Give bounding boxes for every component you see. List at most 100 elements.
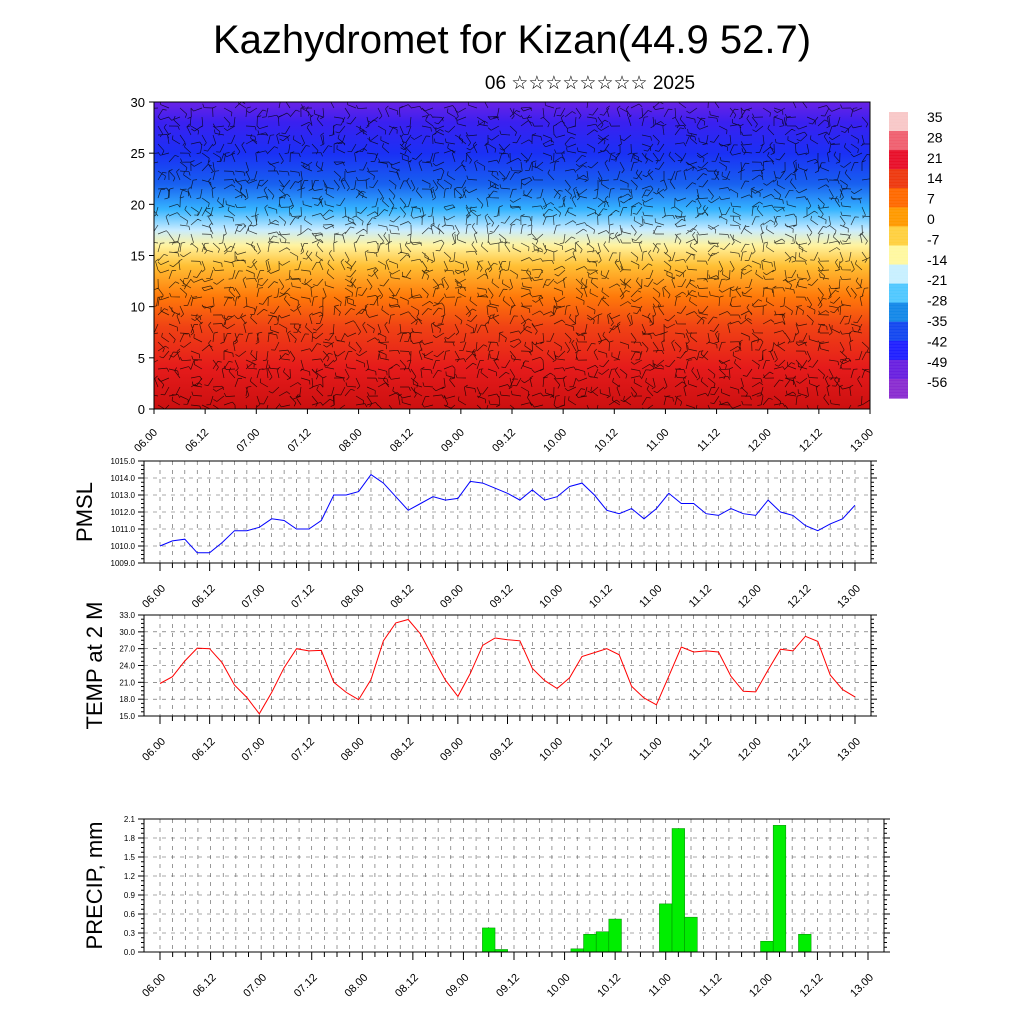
y-tick-label: 18.0 [119,695,135,704]
colorbar-label: -49 [927,354,947,370]
x-tick-label: 13.00 [835,583,863,611]
y-tick-label: 1015.0 [111,457,136,466]
x-tick-label: 10.12 [587,736,615,764]
y-tick-label: 1011.0 [111,525,135,534]
x-tick-label: 12.00 [736,583,764,611]
precip-bar [583,934,597,953]
x-tick-label: 13.00 [835,736,863,764]
precip-bar [659,903,673,953]
x-tick-label: 11.12 [687,736,714,763]
y-tick-label: 25 [131,146,145,161]
x-tick-label: 07.12 [292,972,320,1000]
precip-bar [760,940,774,953]
x-tick-label: 07.00 [234,427,262,455]
precip-bar [798,934,812,953]
y-tick-label: 0.3 [124,929,136,938]
x-tick-label: 12.12 [786,736,814,764]
x-tick-label: 09.12 [490,427,518,455]
colorbar-label: 14 [927,170,943,186]
x-tick-label: 08.00 [337,427,365,455]
cross-section-field [154,102,870,409]
x-tick-label: 11.00 [637,736,664,763]
x-tick-label: 11.12 [695,427,722,454]
y-tick-label: 21.0 [119,678,135,687]
x-tick-label: 11.00 [644,427,671,454]
colorbar-swatch [889,150,908,170]
pmsl-line [159,473,856,554]
y-tick-label: 30.0 [119,628,135,637]
y-tick-label: 10 [131,300,145,315]
y-tick-label: 0.0 [124,948,136,957]
x-tick-label: 06.12 [191,972,219,1000]
y-tick-label: 27.0 [119,645,135,654]
y-tick-label: 15 [131,249,145,264]
x-tick-label: 09.00 [438,583,466,611]
x-tick-label: 11.12 [697,972,724,999]
x-tick-label: 09.12 [488,736,516,764]
x-tick-label: 08.12 [388,736,416,764]
x-tick-label: 12.12 [786,583,814,611]
x-tick-label: 08.12 [393,972,421,1000]
colorbar-swatch [889,112,908,132]
colorbar-label: 0 [927,211,935,227]
colorbar-swatch [889,226,908,247]
colorbar-label: -56 [927,374,947,390]
colorbar-swatch [889,378,908,399]
x-tick-label: 12.00 [747,972,775,1000]
y-tick-label: 30 [131,95,145,110]
x-tick-label: 10.00 [545,972,573,1000]
y-tick-label: 1.5 [124,853,136,862]
colorbar-swatch [889,264,908,285]
x-tick-label: 08.00 [339,583,367,611]
x-tick-label: 10.00 [537,583,565,611]
precip-panel: 0.0 0.3 0.6 0.9 1.2 1.5 1.8 2.1 06.00 06.12 07.00 0… [82,815,890,1000]
colorbar-swatch [889,188,908,208]
precip-bar [482,927,496,953]
y-axis-title: PMSL [72,482,97,542]
y-axis-title: TEMP at 2 M [82,602,107,730]
x-tick-label: 08.00 [342,972,370,1000]
y-tick-label: 1010.0 [111,542,136,551]
x-tick-label: 06.00 [140,736,168,764]
colorbar-swatch [889,321,908,342]
colorbar-label: 7 [927,191,935,207]
x-tick-label: 10.00 [537,736,565,764]
x-tick-label: 09.12 [494,972,522,1000]
temp-line [159,618,856,715]
panel-grid [144,461,871,563]
x-tick-label: 06.12 [190,736,218,764]
x-tick-label: 11.12 [687,583,714,610]
pmsl-panel: 1009.0 1010.0 1011.0 1012.0 1013.0 1014.0 1015… [72,457,877,611]
y-tick-label: 1014.0 [111,474,136,483]
x-tick-label: 06.12 [183,427,211,455]
x-tick-label: 12.00 [746,427,774,455]
y-axis-title: PRECIP, mm [82,822,107,950]
colorbar-swatch [889,245,908,266]
x-tick-label: 07.00 [239,736,267,764]
panel-grid [144,615,871,716]
precip-bar [671,828,685,953]
y-tick-label: 1013.0 [111,491,136,500]
precip-bar [684,916,698,953]
colorbar-label: -42 [927,333,947,349]
x-tick-label: 10.00 [541,427,569,455]
x-tick-label: 10.12 [592,427,620,455]
precip-bar [608,918,622,953]
page-title: Kazhydromet for Kizan(44.9 52.7) [212,18,812,62]
x-tick-label: 08.12 [388,583,416,611]
colorbar-label: 35 [927,109,943,125]
colorbar-label: 28 [927,129,943,145]
wind-barbs [154,102,870,409]
cross-section-panel: 0 5 10 15 20 25 30 06.00 06.12 07.00 07.12 08.00 08.… [131,95,877,455]
x-tick-label: 12.12 [797,427,825,455]
y-tick-label: 20 [131,197,145,212]
wind-barb-strokes [154,102,870,409]
y-tick-label: 0.9 [124,891,136,900]
y-tick-label: 5 [138,351,145,366]
x-tick-label: 11.00 [646,972,673,999]
x-tick-label: 12.00 [736,736,764,764]
x-tick-label: 07.12 [289,736,317,764]
y-tick-label: 2.1 [124,815,136,824]
y-tick-label: 1009.0 [111,559,136,568]
